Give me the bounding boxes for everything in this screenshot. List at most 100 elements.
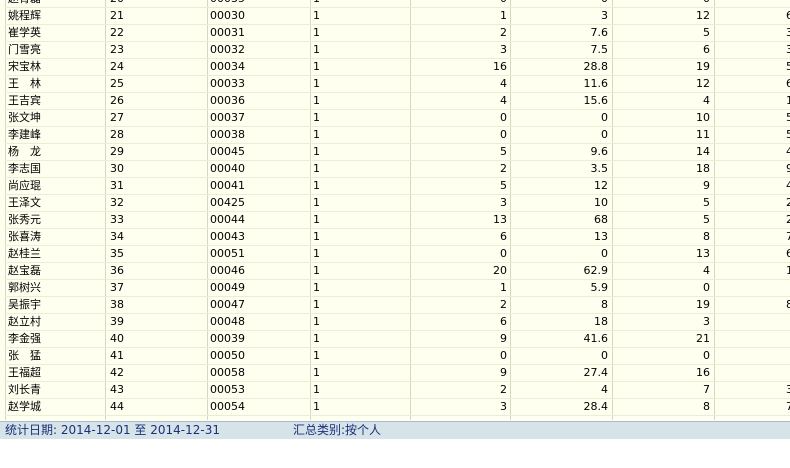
column-divider xyxy=(410,0,411,420)
table-cell: 14 xyxy=(696,144,710,158)
summary-category: 汇总类别:按个人 xyxy=(293,423,382,437)
row-divider xyxy=(5,193,790,195)
table-cell: 4 xyxy=(500,76,507,90)
table-cell: 00047 xyxy=(210,297,245,311)
table-cell: 1 xyxy=(313,297,320,311)
table-cell: 00030 xyxy=(210,8,245,22)
row-divider xyxy=(5,6,790,8)
row-divider xyxy=(5,159,790,161)
table-cell: 36 xyxy=(110,263,124,277)
table-cell: 29 xyxy=(110,144,124,158)
row-divider xyxy=(5,312,790,314)
row-divider xyxy=(5,329,790,331)
table-cell: 00034 xyxy=(210,59,245,73)
table-cell: 3 xyxy=(786,25,790,39)
table-cell: 2 xyxy=(500,161,507,175)
table-cell: 5 xyxy=(500,178,507,192)
table-cell: 5 xyxy=(786,127,790,141)
table-cell: 22 xyxy=(110,25,124,39)
column-divider xyxy=(714,0,715,420)
table-cell: 5 xyxy=(703,212,710,226)
table-cell: 1 xyxy=(313,110,320,124)
table-cell: 8 xyxy=(601,297,608,311)
row-divider xyxy=(5,278,790,280)
table-cell: 39 xyxy=(110,314,124,328)
table-cell: 00040 xyxy=(210,161,245,175)
table-cell: 11.6 xyxy=(583,76,609,90)
table-cell: 王福超 xyxy=(8,365,41,379)
table-cell: 00033 xyxy=(210,76,245,90)
table-cell: 00044 xyxy=(210,212,245,226)
column-divider xyxy=(310,0,311,420)
table-cell: 张 猛 xyxy=(8,348,41,362)
column-divider xyxy=(207,0,208,420)
table-cell: 8 xyxy=(786,297,790,311)
table-cell: 9 xyxy=(703,178,710,192)
table-cell: 16 xyxy=(696,365,710,379)
data-grid: 赵青磊20000351000姚程辉2100030113126崔学英2200031… xyxy=(0,0,790,420)
table-cell: 0 xyxy=(703,0,710,7)
table-cell: 33 xyxy=(110,212,124,226)
table-cell: 4 xyxy=(703,263,710,277)
table-cell: 37 xyxy=(110,280,124,294)
date-range: 统计日期: 2014-12-01 至 2014-12-31 xyxy=(5,423,220,437)
table-cell: 吴振宇 xyxy=(8,297,41,311)
table-cell: 12 xyxy=(696,8,710,22)
table-cell: 5 xyxy=(703,25,710,39)
table-cell: 1 xyxy=(313,365,320,379)
table-cell: 11 xyxy=(696,127,710,141)
table-cell: 3 xyxy=(500,195,507,209)
table-cell: 0 xyxy=(500,0,507,7)
table-cell: 1 xyxy=(313,59,320,73)
row-divider xyxy=(5,227,790,229)
table-cell: 41.6 xyxy=(583,331,609,345)
table-cell: 1 xyxy=(313,8,320,22)
table-cell: 1 xyxy=(786,93,790,107)
table-cell: 1 xyxy=(313,331,320,345)
table-cell: 赵宝磊 xyxy=(8,263,41,277)
table-cell: 4 xyxy=(601,382,608,396)
table-cell: 1 xyxy=(313,76,320,90)
table-cell: 26 xyxy=(110,93,124,107)
table-cell: 32 xyxy=(110,195,124,209)
table-cell: 20 xyxy=(493,263,507,277)
table-cell: 00050 xyxy=(210,348,245,362)
table-cell: 1 xyxy=(313,25,320,39)
table-cell: 10 xyxy=(594,195,608,209)
table-cell: 0 xyxy=(601,110,608,124)
table-cell: 姚程辉 xyxy=(8,8,41,22)
table-cell: 7 xyxy=(786,229,790,243)
table-cell: 62.9 xyxy=(583,263,609,277)
table-cell: 00039 xyxy=(210,331,245,345)
table-cell: 00032 xyxy=(210,42,245,56)
table-cell: 3 xyxy=(500,42,507,56)
table-cell: 王 林 xyxy=(8,76,41,90)
table-cell: 1 xyxy=(313,195,320,209)
table-cell: 7.5 xyxy=(590,42,609,56)
table-cell: 18 xyxy=(696,161,710,175)
table-cell: 42 xyxy=(110,365,124,379)
table-cell: 41 xyxy=(110,348,124,362)
table-cell: 1 xyxy=(313,229,320,243)
table-cell: 2 xyxy=(500,25,507,39)
table-cell: 郭树兴 xyxy=(8,280,41,294)
table-cell: 21 xyxy=(110,8,124,22)
table-cell: 15.6 xyxy=(583,93,609,107)
table-cell: 杨 龙 xyxy=(8,144,41,158)
table-cell: 13 xyxy=(493,212,507,226)
table-cell: 00035 xyxy=(210,0,245,7)
table-cell: 7.6 xyxy=(590,25,609,39)
row-divider xyxy=(5,261,790,263)
table-cell: 21 xyxy=(696,331,710,345)
row-divider xyxy=(5,142,790,144)
table-cell: 9 xyxy=(500,365,507,379)
table-cell: 3 xyxy=(786,382,790,396)
row-divider xyxy=(5,40,790,42)
table-cell: 1 xyxy=(313,399,320,413)
row-divider xyxy=(5,108,790,110)
table-cell: 5 xyxy=(786,110,790,124)
table-cell: 27 xyxy=(110,110,124,124)
table-cell: 24 xyxy=(110,59,124,73)
table-cell: 13 xyxy=(696,246,710,260)
table-cell: 李建峰 xyxy=(8,127,41,141)
